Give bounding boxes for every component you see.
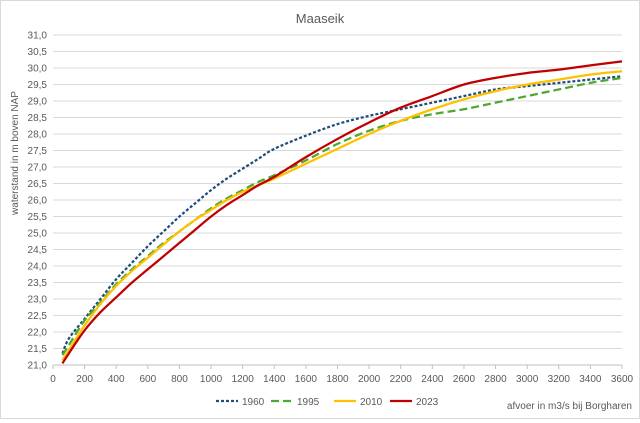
x-tick-label: 3000 xyxy=(516,374,539,385)
x-tick-label: 2800 xyxy=(484,374,507,385)
y-tick-label: 21,5 xyxy=(28,344,48,355)
y-axis-label: waterstand in m boven NAP xyxy=(10,91,21,216)
x-tick-label: 2600 xyxy=(453,374,476,385)
y-tick-label: 30,0 xyxy=(28,64,48,75)
series-line-2023 xyxy=(61,60,623,364)
y-tick-label: 29,0 xyxy=(28,97,48,108)
y-tick-label: 29,5 xyxy=(28,80,48,91)
chart-title: Maaseik xyxy=(296,11,345,26)
legend: 1960 1995 2010 2023 xyxy=(216,397,439,408)
y-tick-label: 24,0 xyxy=(28,262,48,273)
x-tick-label: 3600 xyxy=(611,374,634,385)
legend-label-2010: 2010 xyxy=(360,397,383,408)
y-tick-label: 28,5 xyxy=(28,113,48,124)
series-line-1960 xyxy=(61,75,623,354)
y-tick-label: 22,0 xyxy=(28,328,48,339)
x-tick-label: 400 xyxy=(108,374,125,385)
legend-label-1995: 1995 xyxy=(297,397,320,408)
legend-label-2023: 2023 xyxy=(416,397,439,408)
y-tick-label: 26,0 xyxy=(28,196,48,207)
y-tick-label: 26,5 xyxy=(28,179,48,190)
x-tick-label: 2000 xyxy=(358,374,381,385)
y-tick-label: 23,0 xyxy=(28,295,48,306)
x-tick-label: 1400 xyxy=(263,374,286,385)
y-tick-label: 25,5 xyxy=(28,212,48,223)
axes: 21,0 21,5 22,0 22,5 23,0 23,5 24,0 24,5 25,0 25,5… xyxy=(28,31,634,386)
gridlines xyxy=(53,34,622,349)
series-line-1995 xyxy=(61,76,623,356)
x-tick-label: 2400 xyxy=(421,374,444,385)
x-axis-label: afvoer in m3/s bij Borgharen xyxy=(507,401,632,412)
y-tick-label: 22,5 xyxy=(28,311,48,322)
y-tick-label: 27,0 xyxy=(28,163,48,174)
series-lines xyxy=(61,60,623,364)
y-tick-label: 25,0 xyxy=(28,229,48,240)
x-tick-label: 1200 xyxy=(232,374,255,385)
series-line-2010 xyxy=(61,70,623,361)
x-tick-label: 200 xyxy=(76,374,93,385)
x-tick-label: 3200 xyxy=(548,374,571,385)
y-tick-label: 21,0 xyxy=(28,361,48,372)
y-tick-label: 24,5 xyxy=(28,245,48,256)
legend-label-1960: 1960 xyxy=(242,397,265,408)
y-tick-label: 23,5 xyxy=(28,278,48,289)
x-tick-label: 1600 xyxy=(295,374,318,385)
x-tick-label: 2200 xyxy=(390,374,413,385)
x-tick-label: 0 xyxy=(50,374,56,385)
y-tick-label: 30,5 xyxy=(28,47,48,58)
x-tick-label: 3400 xyxy=(579,374,602,385)
x-tick-label: 600 xyxy=(139,374,156,385)
x-tick-label: 1000 xyxy=(200,374,223,385)
y-tick-label: 28,0 xyxy=(28,130,48,141)
y-tick-label: 31,0 xyxy=(28,31,48,42)
x-tick-label: 800 xyxy=(171,374,188,385)
x-tick-label: 1800 xyxy=(326,374,349,385)
y-tick-label: 27,5 xyxy=(28,146,48,157)
